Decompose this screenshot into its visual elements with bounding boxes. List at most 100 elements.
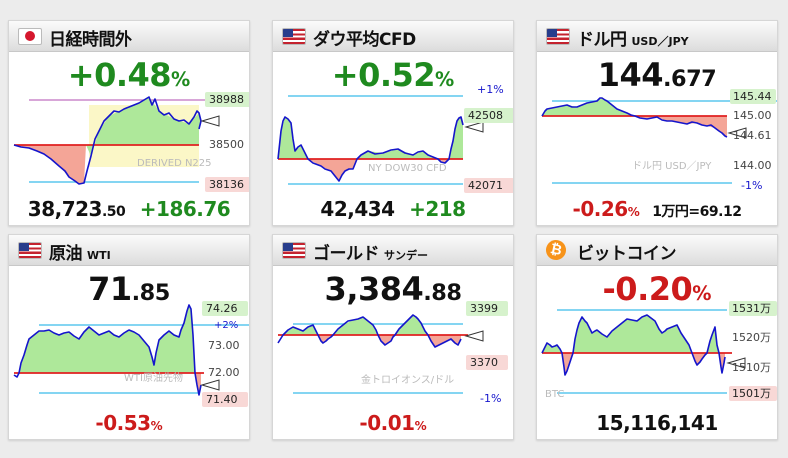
current-marker-icon xyxy=(200,115,220,127)
card-header: ₿ ビットコイン xyxy=(537,235,777,266)
up-fill-2 xyxy=(333,317,378,335)
low-tag xyxy=(729,386,777,401)
high-tick: 145.44 xyxy=(733,90,772,103)
high-tick: 3399 xyxy=(470,302,498,315)
tick-3: 144.00 xyxy=(733,159,772,172)
tick-1: 145.00 xyxy=(733,109,772,122)
watermark: BTC xyxy=(545,389,564,400)
down-fill-2 xyxy=(378,335,395,345)
watermark: DERIVED N225 xyxy=(137,158,212,169)
up-fill-3 xyxy=(449,117,463,159)
change-percent: +0.52% xyxy=(331,56,455,94)
price-line xyxy=(13,304,202,396)
up-fill xyxy=(86,97,201,156)
card-bitcoin[interactable]: ₿ ビットコイン -0.20% BTC 1531万 1520万 1510万 15… xyxy=(536,234,778,440)
change-percent: +0.48% xyxy=(67,56,191,94)
up-fill-2 xyxy=(573,315,692,353)
tick-2: 72.00 xyxy=(208,366,240,379)
up-fill xyxy=(542,98,635,116)
flag-jp-icon xyxy=(18,28,42,45)
card-title: ドル円 USD／JPY xyxy=(577,30,689,50)
high-tag xyxy=(729,301,777,316)
card-header: ゴールド サンデー xyxy=(273,235,513,266)
card-title: 原油 WTI xyxy=(49,244,111,264)
high-tag xyxy=(730,89,776,104)
low-tick: 42071 xyxy=(468,179,503,192)
card-usdjpy[interactable]: ドル円 USD／JPY 144.677 ドル円 USD／JPY 145.44 14… xyxy=(536,20,778,226)
low-tag xyxy=(466,355,508,370)
down-fill-3 xyxy=(428,335,461,347)
band-top-tick: +2% xyxy=(214,320,238,331)
change-absolute: +218 xyxy=(409,197,466,221)
down-fill xyxy=(308,159,357,181)
up-fill-3 xyxy=(707,327,719,353)
yen-conversion: 1万円=69.12 xyxy=(652,204,742,220)
change-percent: -0.26% xyxy=(572,197,640,221)
mini-chart: ドル円 USD／JPY 145.44 145.00 144.61 144.00 … xyxy=(541,89,777,192)
price-line xyxy=(541,314,726,376)
change-absolute: +186.76 xyxy=(139,197,231,221)
down-fill xyxy=(635,116,727,137)
card-nikkei[interactable]: 日経時間外 +0.48% DERIVED N225 38988 38500 38… xyxy=(8,20,250,226)
high-tick: 38988 xyxy=(209,93,244,106)
up-fill-2 xyxy=(357,149,438,159)
mini-chart: 金トロイオンス/ドル 3399 3370 -1% xyxy=(277,301,508,405)
mid-tick: 38500 xyxy=(209,138,244,151)
card-title: ゴールド サンデー xyxy=(313,244,428,264)
tick-2: 144.61 xyxy=(733,129,772,142)
current-marker-icon xyxy=(464,121,484,133)
card-title: 日経時間外 xyxy=(49,30,132,50)
price-line xyxy=(13,96,202,185)
mini-chart: BTC 1531万 1520万 1510万 1501万 xyxy=(541,301,777,401)
price-row: 38,723.50 +186.76 xyxy=(9,197,249,221)
flag-us-icon xyxy=(282,242,306,259)
price-value: 42,434 xyxy=(320,197,395,221)
price-line xyxy=(277,116,464,182)
card-dow[interactable]: ダウ平均CFD +0.52% NY DOW30 CFD +1% 42508 42… xyxy=(272,20,514,226)
watermark: WTI原油先物 xyxy=(124,371,183,384)
price-line xyxy=(277,314,462,348)
low-tick: 3370 xyxy=(470,356,498,369)
price-value: 3,384.88 xyxy=(324,270,462,308)
card-header: ドル円 USD／JPY xyxy=(537,21,777,52)
tick-1: 73.00 xyxy=(208,339,240,352)
high-tag xyxy=(464,108,513,123)
band-bottom-tick: -1% xyxy=(741,179,762,192)
card-header: ダウ平均CFD xyxy=(273,21,513,52)
up-fill-3 xyxy=(395,315,428,335)
price-value: 38,723.50 xyxy=(27,197,126,221)
current-marker-icon xyxy=(726,357,746,369)
band-top-tick: +1% xyxy=(477,83,504,96)
change-row: -0.26% 1万円=69.12 xyxy=(537,197,777,221)
card-gold[interactable]: ゴールド サンデー 3,384.88 金トロイオンス/ドル 3399 3370 -… xyxy=(272,234,514,440)
down-fill xyxy=(14,145,86,184)
change-percent: -0.01% xyxy=(359,411,427,435)
tick-2: 1510万 xyxy=(732,361,771,374)
high-tag xyxy=(202,301,248,316)
up-fill xyxy=(19,305,195,373)
current-marker-icon xyxy=(727,127,747,139)
low-tag xyxy=(205,177,249,192)
current-marker-icon xyxy=(464,330,484,342)
price-value: 15,116,141 xyxy=(596,411,718,435)
watermark: ドル円 USD／JPY xyxy=(632,160,712,172)
flag-us-icon xyxy=(546,28,570,45)
current-marker-icon xyxy=(200,379,220,391)
mini-chart: DERIVED N225 38988 38500 38136 xyxy=(13,92,249,192)
mini-chart: NY DOW30 CFD +1% 42508 42071 xyxy=(277,83,513,193)
mini-chart: WTI原油先物 74.26 +2% 73.00 72.00 71.40 xyxy=(13,301,249,407)
low-tick: 71.40 xyxy=(206,393,238,406)
down-fill-2 xyxy=(438,159,449,163)
watermark: 金トロイオンス/ドル xyxy=(361,373,454,386)
card-title: ダウ平均CFD xyxy=(313,30,416,50)
flag-us-icon xyxy=(282,28,306,45)
low-tick: 1501万 xyxy=(732,387,771,400)
high-tag xyxy=(205,92,249,107)
high-tick: 74.26 xyxy=(206,302,238,315)
price-value: 71.85 xyxy=(88,270,170,308)
low-tick: 38136 xyxy=(209,178,244,191)
flag-us-icon xyxy=(18,242,42,259)
price-line xyxy=(541,97,728,138)
price-value: 144.677 xyxy=(597,56,717,94)
card-wti[interactable]: 原油 WTI 71.85 WTI原油先物 74.26 +2% 73.00 72.0… xyxy=(8,234,250,440)
